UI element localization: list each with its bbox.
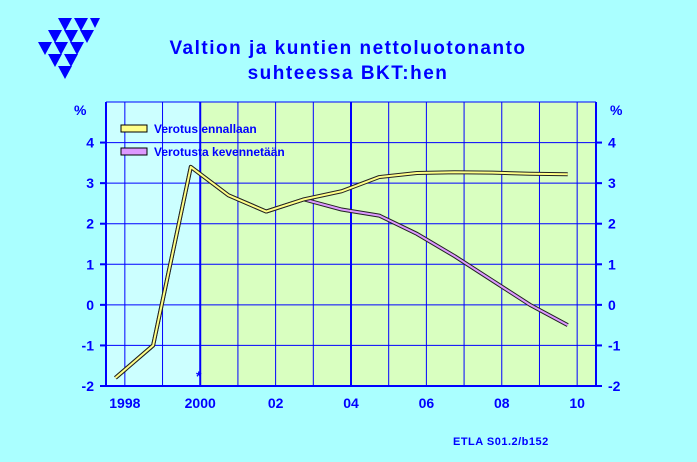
x-tick-label: 04 — [343, 395, 359, 411]
source-note: ETLA S01.2/b152 — [453, 436, 549, 448]
x-tick-label: 02 — [268, 395, 284, 411]
etla-triangles-logo-icon — [38, 18, 100, 79]
grid-lines — [106, 101, 597, 387]
tick-labels: -2 -2 -1 -1 0 0 1 1 2 2 3 3 4 4 1998 2000 02 04 06 08 10 — [82, 135, 621, 411]
y-tick-label-right: 4 — [608, 135, 616, 151]
y-axis-left-unit: % — [74, 102, 87, 118]
y-tick-label-left: 0 — [86, 297, 94, 313]
annotation-asterisk: * — [196, 368, 202, 384]
y-tick-label-right: 1 — [608, 256, 616, 272]
legend-label-series-2: Verotusta kevennetään — [154, 145, 285, 159]
y-axis-right-unit: % — [610, 102, 623, 118]
y-tick-label-right: -1 — [608, 337, 621, 353]
y-tick-label-left: 4 — [86, 135, 94, 151]
x-tick-label: 2000 — [185, 395, 216, 411]
legend-swatch-series-2 — [120, 147, 148, 156]
y-tick-label-left: 3 — [86, 175, 94, 191]
axes — [100, 101, 602, 387]
y-tick-label-right: 2 — [608, 216, 616, 232]
x-tick-label: 06 — [419, 395, 435, 411]
x-tick-label: 1998 — [109, 395, 140, 411]
series-1-line — [114, 165, 568, 379]
y-tick-label-right: 3 — [608, 175, 616, 191]
chart-title: Valtion ja kuntien nettoluotonanto — [169, 38, 526, 59]
chart-subtitle: suhteessa BKT:hen — [248, 63, 449, 84]
series-layer — [114, 164, 569, 380]
y-tick-label-left: 1 — [86, 256, 94, 272]
forecast-region — [200, 102, 596, 386]
plot-background — [106, 102, 596, 386]
legend-label-series-1: Verotus ennallaan — [154, 122, 257, 136]
y-tick-label-left: -1 — [82, 337, 95, 353]
y-tick-label-right: 0 — [608, 297, 616, 313]
y-tick-label-left: 2 — [86, 216, 94, 232]
x-tick-label: 08 — [494, 395, 510, 411]
x-tick-label: 10 — [569, 395, 585, 411]
legend: Verotus ennallaan Verotusta kevennetään — [120, 122, 285, 159]
legend-swatch-series-1 — [120, 124, 148, 133]
y-tick-label-right: -2 — [608, 378, 621, 394]
y-tick-label-left: -2 — [82, 378, 95, 394]
